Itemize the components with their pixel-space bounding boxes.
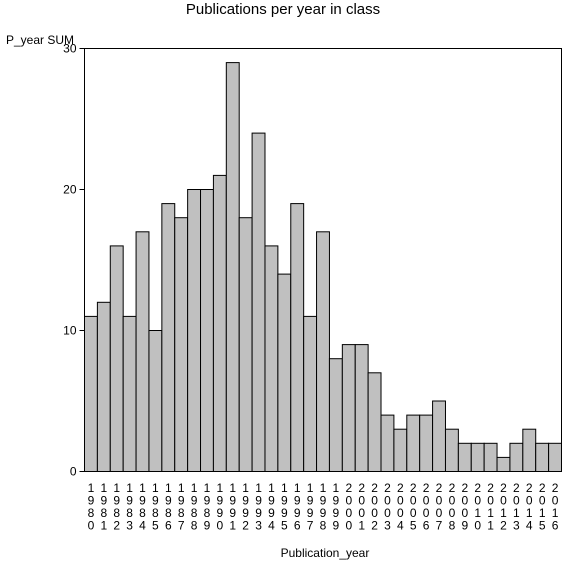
- bar-1980: [84, 315, 98, 472]
- bar-1988: [187, 189, 202, 472]
- bar-2001: [354, 344, 369, 473]
- y-tick-label: 0: [70, 465, 77, 479]
- bar-1989: [200, 189, 214, 472]
- bar-2008: [444, 428, 459, 473]
- bars-group: [84, 62, 562, 473]
- chart-title: Publications per year in class: [186, 1, 380, 18]
- plot-frame: [84, 48, 562, 472]
- bar-2004: [393, 428, 408, 473]
- bar-1992: [238, 217, 253, 472]
- bar-1990: [212, 174, 227, 472]
- bar-2007: [432, 400, 446, 472]
- bar-1996: [290, 203, 305, 472]
- y-tick-label: 30: [63, 42, 77, 56]
- bar-2000: [341, 344, 356, 473]
- bar-1993: [251, 132, 266, 472]
- y-tick-label: 10: [63, 324, 77, 338]
- bar-2003: [380, 414, 395, 473]
- y-tick-label: 20: [63, 183, 77, 197]
- bar-1994: [264, 245, 279, 472]
- y-axis: 0 10 20 30: [63, 42, 85, 479]
- bar-2013: [509, 442, 524, 472]
- bar-1998: [316, 231, 330, 472]
- bar-1986: [161, 203, 176, 472]
- bar-2012: [496, 456, 511, 472]
- x-axis: 1 9 8 0 1 9 8 1 1 9 8 2 1 9 8 3 1 9 8 4 1 9 8 5 1 9 8 6 1 9 8 7 1 9 8 8 1 9 8 9…: [88, 481, 559, 533]
- bar-2014: [522, 428, 537, 473]
- bar-2002: [367, 372, 382, 472]
- bar-1984: [135, 231, 150, 472]
- bar-1983: [122, 315, 137, 472]
- bar-2010: [470, 442, 485, 472]
- bar-1997: [303, 315, 318, 472]
- bar-1999: [328, 358, 343, 473]
- bar-1985: [148, 330, 163, 472]
- bar-2009: [457, 442, 472, 472]
- bar-1991: [225, 62, 240, 472]
- bar-2011: [483, 442, 498, 472]
- y-axis-label: P_year SUM: [6, 33, 74, 47]
- bar-1982: [109, 245, 124, 472]
- bar-1995: [277, 273, 292, 472]
- x-axis-label: Publication_year: [281, 546, 370, 560]
- bar-2005: [406, 414, 421, 473]
- bar-2016: [548, 442, 562, 472]
- bar-1987: [174, 217, 189, 472]
- bar-2015: [535, 442, 550, 472]
- bar-2006: [419, 414, 434, 473]
- bar-1981: [96, 301, 111, 472]
